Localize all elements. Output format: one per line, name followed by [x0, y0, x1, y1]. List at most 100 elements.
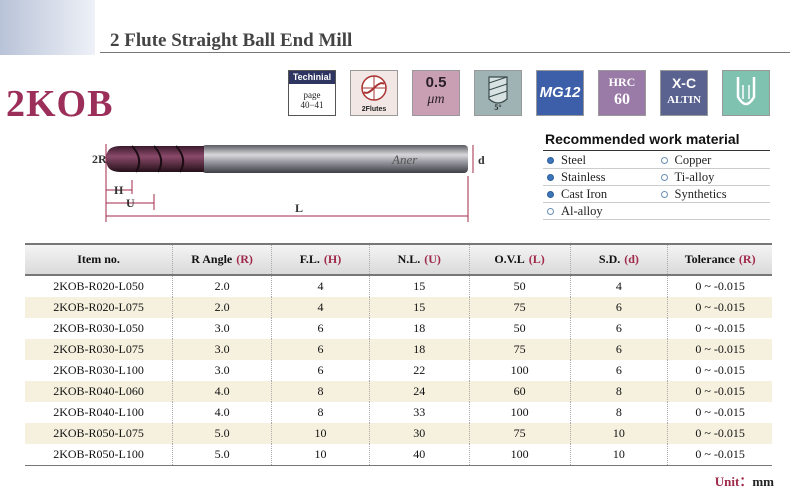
unrecommended-dot-icon — [660, 190, 668, 198]
material-item: Copper — [657, 152, 771, 168]
table-cell: 0 ~ -0.015 — [667, 275, 772, 297]
col-nl: N.L. (U) — [368, 243, 470, 276]
table-cell: 0 ~ -0.015 — [667, 381, 772, 402]
material-item: Steel — [543, 152, 657, 168]
table-row: 2KOB-R050-L100 5.0 10 40 100 10 0 ~ -0.015 — [25, 444, 772, 466]
work-material-row: Al-alloy — [543, 203, 770, 220]
material-item: Synthetics — [657, 186, 771, 202]
table-row: 2KOB-R030-L100 3.0 6 22 100 6 0 ~ -0.015 — [25, 360, 772, 381]
table-cell: 0 ~ -0.015 — [667, 423, 772, 444]
col-fl: F.L. (H) — [271, 243, 370, 276]
table-cell: 3.0 — [172, 318, 272, 339]
table-cell: 8 — [271, 402, 370, 423]
table-cell: 40 — [368, 444, 470, 466]
unit-note: Unit：mm — [715, 471, 774, 490]
tool-diagram: Aner 2R d H U L — [92, 144, 485, 222]
table-cell: 60 — [468, 381, 571, 402]
table-cell: 2KOB-R040-L100 — [53, 405, 144, 419]
technical-heading: Techinial — [289, 71, 335, 84]
dim-2r-label: 2R — [92, 152, 107, 166]
table-cell: 10 — [569, 444, 668, 466]
ball-nose-icon — [722, 70, 770, 116]
material-label: Al-alloy — [561, 204, 603, 218]
table-row: 2KOB-R020-L050 2.0 4 15 50 4 0 ~ -0.015 — [25, 275, 772, 297]
hrc-value: 60 — [614, 91, 630, 108]
table-cell: 18 — [368, 339, 470, 360]
recommended-dot-icon — [547, 190, 554, 198]
table-cell: 2.0 — [172, 297, 272, 318]
table-cell: 4.0 — [172, 381, 272, 402]
table-cell: 75 — [468, 297, 571, 318]
col-sd: S.D. (d) — [569, 243, 668, 276]
table-cell: 3.0 — [172, 339, 272, 360]
table-cell: 10 — [569, 423, 668, 444]
col-tolerance: Tolerance (R) — [667, 243, 772, 276]
table-cell: 2KOB-R040-L060 — [53, 384, 144, 398]
two-flute-icon: 2Flutes — [350, 70, 398, 116]
material-item: Ti-alloy — [657, 169, 771, 185]
table-cell: 8 — [271, 381, 370, 402]
table-cell: 50 — [468, 318, 571, 339]
table-cell: 4 — [569, 275, 668, 297]
unrecommended-dot-icon — [660, 173, 668, 181]
material-label: Steel — [561, 153, 586, 167]
table-cell: 50 — [468, 275, 571, 297]
table-cell: 2KOB-R020-L075 — [53, 300, 144, 314]
work-material-row: Cast Iron Synthetics — [543, 186, 770, 203]
table-cell: 24 — [368, 381, 470, 402]
unit-value: mm — [752, 474, 774, 489]
table-cell: 6 — [271, 360, 370, 381]
table-cell: 18 — [368, 318, 470, 339]
unit-label: Unit： — [714, 474, 753, 489]
table-cell: 10 — [271, 423, 370, 444]
coating-code: X-C — [671, 75, 697, 91]
tool-shank — [202, 145, 468, 173]
table-cell: 100 — [468, 444, 571, 466]
table-cell: 5.0 — [172, 444, 272, 466]
material-item-empty — [657, 203, 771, 219]
material-label: Copper — [674, 153, 712, 167]
table-cell: 15 — [368, 275, 470, 297]
hrc-label: HRC — [608, 75, 636, 89]
table-cell: 6 — [271, 318, 370, 339]
brand-engraving: Aner — [391, 152, 418, 167]
table-cell: 6 — [271, 339, 370, 360]
flute-label: 2Flutes — [361, 106, 387, 113]
title-rule — [100, 52, 790, 53]
table-row: 2KOB-R030-L050 3.0 6 18 50 6 0 ~ -0.015 — [25, 318, 772, 339]
helix-angle-label: 5° — [494, 103, 502, 112]
table-row: 2KOB-R030-L075 3.0 6 18 75 6 0 ~ -0.015 — [25, 339, 772, 360]
work-material-row: Stainless Ti-alloy — [543, 169, 770, 186]
table-cell: 8 — [569, 402, 668, 423]
coating-icon: X-C ALTIN — [660, 70, 708, 116]
work-material-list: Steel Copper Stainless Ti-alloy Cast Iro… — [543, 152, 770, 220]
table-row: 2KOB-R050-L075 5.0 10 30 75 10 0 ~ -0.015 — [25, 423, 772, 444]
unrecommended-dot-icon — [547, 207, 554, 215]
table-cell: 3.0 — [172, 360, 272, 381]
hrc-icon: HRC 60 — [598, 70, 646, 116]
table-cell: 33 — [368, 402, 470, 423]
dim-d-label: d — [478, 153, 485, 167]
table-cell: 75 — [468, 423, 571, 444]
model-code: 2KOB — [6, 83, 114, 125]
technical-page-icon[interactable]: Techinial page 40−41 — [288, 70, 336, 116]
spec-table-wrap: Item no. R Angle (R) F.L. (H) N.L. (U) O.V.… — [25, 243, 772, 466]
table-cell: 8 — [569, 381, 668, 402]
table-cell: 6 — [569, 297, 668, 318]
micron-unit: μm — [427, 92, 445, 107]
table-row: 2KOB-R040-L100 4.0 8 33 100 8 0 ~ -0.015 — [25, 402, 772, 423]
table-cell: 2KOB-R030-L050 — [53, 321, 144, 335]
material-item: Cast Iron — [543, 186, 657, 202]
work-material-row: Steel Copper — [543, 152, 770, 169]
table-cell: 2KOB-R030-L100 — [53, 363, 144, 377]
table-cell: 2KOB-R050-L100 — [25, 444, 173, 466]
table-cell: 0 ~ -0.015 — [667, 318, 772, 339]
tool-head — [106, 146, 204, 172]
table-cell: 0 ~ -0.015 — [667, 297, 772, 318]
corner-decoration — [0, 0, 95, 55]
table-cell: 4.0 — [172, 402, 272, 423]
material-item: Al-alloy — [543, 203, 657, 219]
table-cell: 2KOB-R020-L050 — [53, 279, 144, 293]
table-cell: 0 ~ -0.015 — [667, 360, 772, 381]
dim-l-label: L — [295, 201, 303, 215]
